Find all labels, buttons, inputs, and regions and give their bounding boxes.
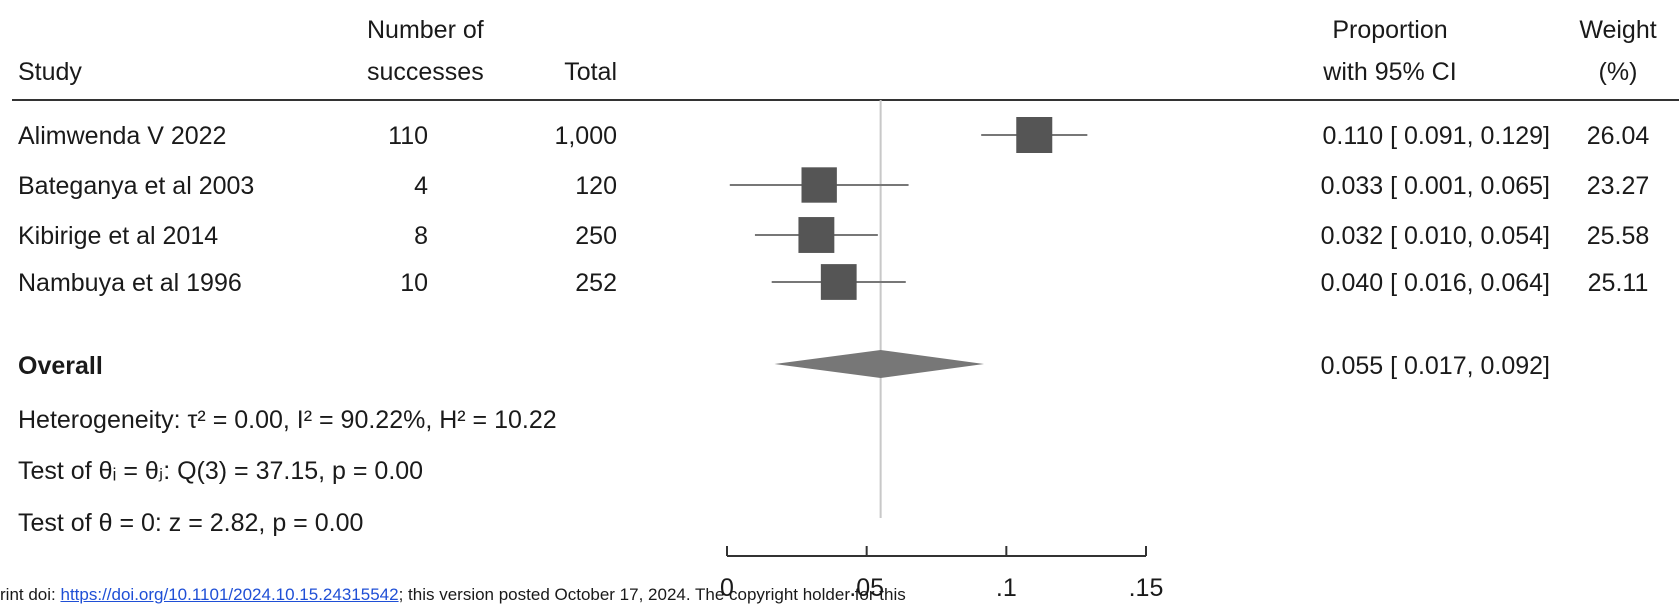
study-marker xyxy=(820,264,857,300)
header-study: Study xyxy=(18,58,82,86)
preprint-footer: rint doi: https://doi.org/10.1101/2024.1… xyxy=(0,585,1679,605)
study-successes: 110 xyxy=(388,122,428,150)
header-weight-line1: Weight xyxy=(1579,16,1656,44)
study-weight: 23.27 xyxy=(1587,172,1650,200)
study-total: 250 xyxy=(575,222,617,250)
header-weight-line2: (%) xyxy=(1599,58,1638,86)
overall-row: Overall 0.055 [ 0.017, 0.092] xyxy=(18,350,1550,380)
x-axis-tick-label: 0 xyxy=(720,574,734,602)
study-weight: 25.11 xyxy=(1588,269,1649,297)
study-successes: 10 xyxy=(400,269,428,297)
footer-suffix: ; this version posted October 17, 2024. … xyxy=(398,585,906,604)
footer-doi-link[interactable]: https://doi.org/10.1101/2024.10.15.24315… xyxy=(60,585,399,604)
overall-label: Overall xyxy=(18,352,103,380)
study-successes: 4 xyxy=(414,172,428,200)
study-ci-text: 0.110 [ 0.091, 0.129] xyxy=(1322,122,1550,150)
study-row: Bateganya et al 2003 4 120 0.033 [ 0.001, 0… xyxy=(18,167,1650,203)
stat-homogeneity-test: Test of θᵢ = θⱼ: Q(3) = 37.15, p = 0.00 xyxy=(18,457,423,485)
stat-heterogeneity: Heterogeneity: τ² = 0.00, I² = 90.22%, H… xyxy=(18,406,557,434)
study-total: 1,000 xyxy=(554,122,617,150)
study-total: 252 xyxy=(575,269,617,297)
study-row: Kibirige et al 2014 8 250 0.032 [ 0.010, 0.… xyxy=(18,217,1649,253)
study-marker xyxy=(1016,117,1053,153)
header-proportion-line1: Proportion xyxy=(1332,16,1447,44)
study-row: Alimwenda V 2022 110 1,000 0.110 [ 0.091, 0… xyxy=(18,117,1649,153)
study-row: Nambuya et al 1996 10 252 0.040 [ 0.016, 0.… xyxy=(18,264,1648,300)
study-marker xyxy=(801,167,837,203)
header-successes-line1: Number of xyxy=(367,16,484,44)
stats-block: Heterogeneity: τ² = 0.00, I² = 90.22%, H… xyxy=(18,406,557,537)
overall-ci-text: 0.055 [ 0.017, 0.092] xyxy=(1321,352,1550,380)
study-marker xyxy=(798,217,835,253)
study-ci-text: 0.032 [ 0.010, 0.054] xyxy=(1321,222,1550,250)
study-weight: 26.04 xyxy=(1587,122,1650,150)
stat-effect-test: Test of θ = 0: z = 2.82, p = 0.00 xyxy=(18,509,363,537)
study-successes: 8 xyxy=(414,222,428,250)
study-label: Bateganya et al 2003 xyxy=(18,172,254,200)
header-proportion-line2: with 95% CI xyxy=(1322,58,1456,86)
x-axis-tick-label: .05 xyxy=(849,574,884,602)
header-total: Total xyxy=(564,58,617,86)
overall-diamond xyxy=(774,350,984,378)
study-label: Kibirige et al 2014 xyxy=(18,222,218,250)
x-axis-tick-label: .1 xyxy=(996,574,1017,602)
study-total: 120 xyxy=(575,172,617,200)
x-axis-tick-label: .15 xyxy=(1129,574,1164,602)
study-ci-text: 0.040 [ 0.016, 0.064] xyxy=(1321,269,1550,297)
study-rows: Alimwenda V 2022 110 1,000 0.110 [ 0.091, 0… xyxy=(18,117,1649,300)
study-ci-text: 0.033 [ 0.001, 0.065] xyxy=(1321,172,1550,200)
study-weight: 25.58 xyxy=(1587,222,1650,250)
study-label: Nambuya et al 1996 xyxy=(18,269,242,297)
study-label: Alimwenda V 2022 xyxy=(18,122,226,150)
footer-prefix: rint doi: xyxy=(0,585,61,604)
header-successes-line2: successes xyxy=(367,58,484,86)
x-axis: 0 .05 .1 .15 xyxy=(720,546,1163,602)
